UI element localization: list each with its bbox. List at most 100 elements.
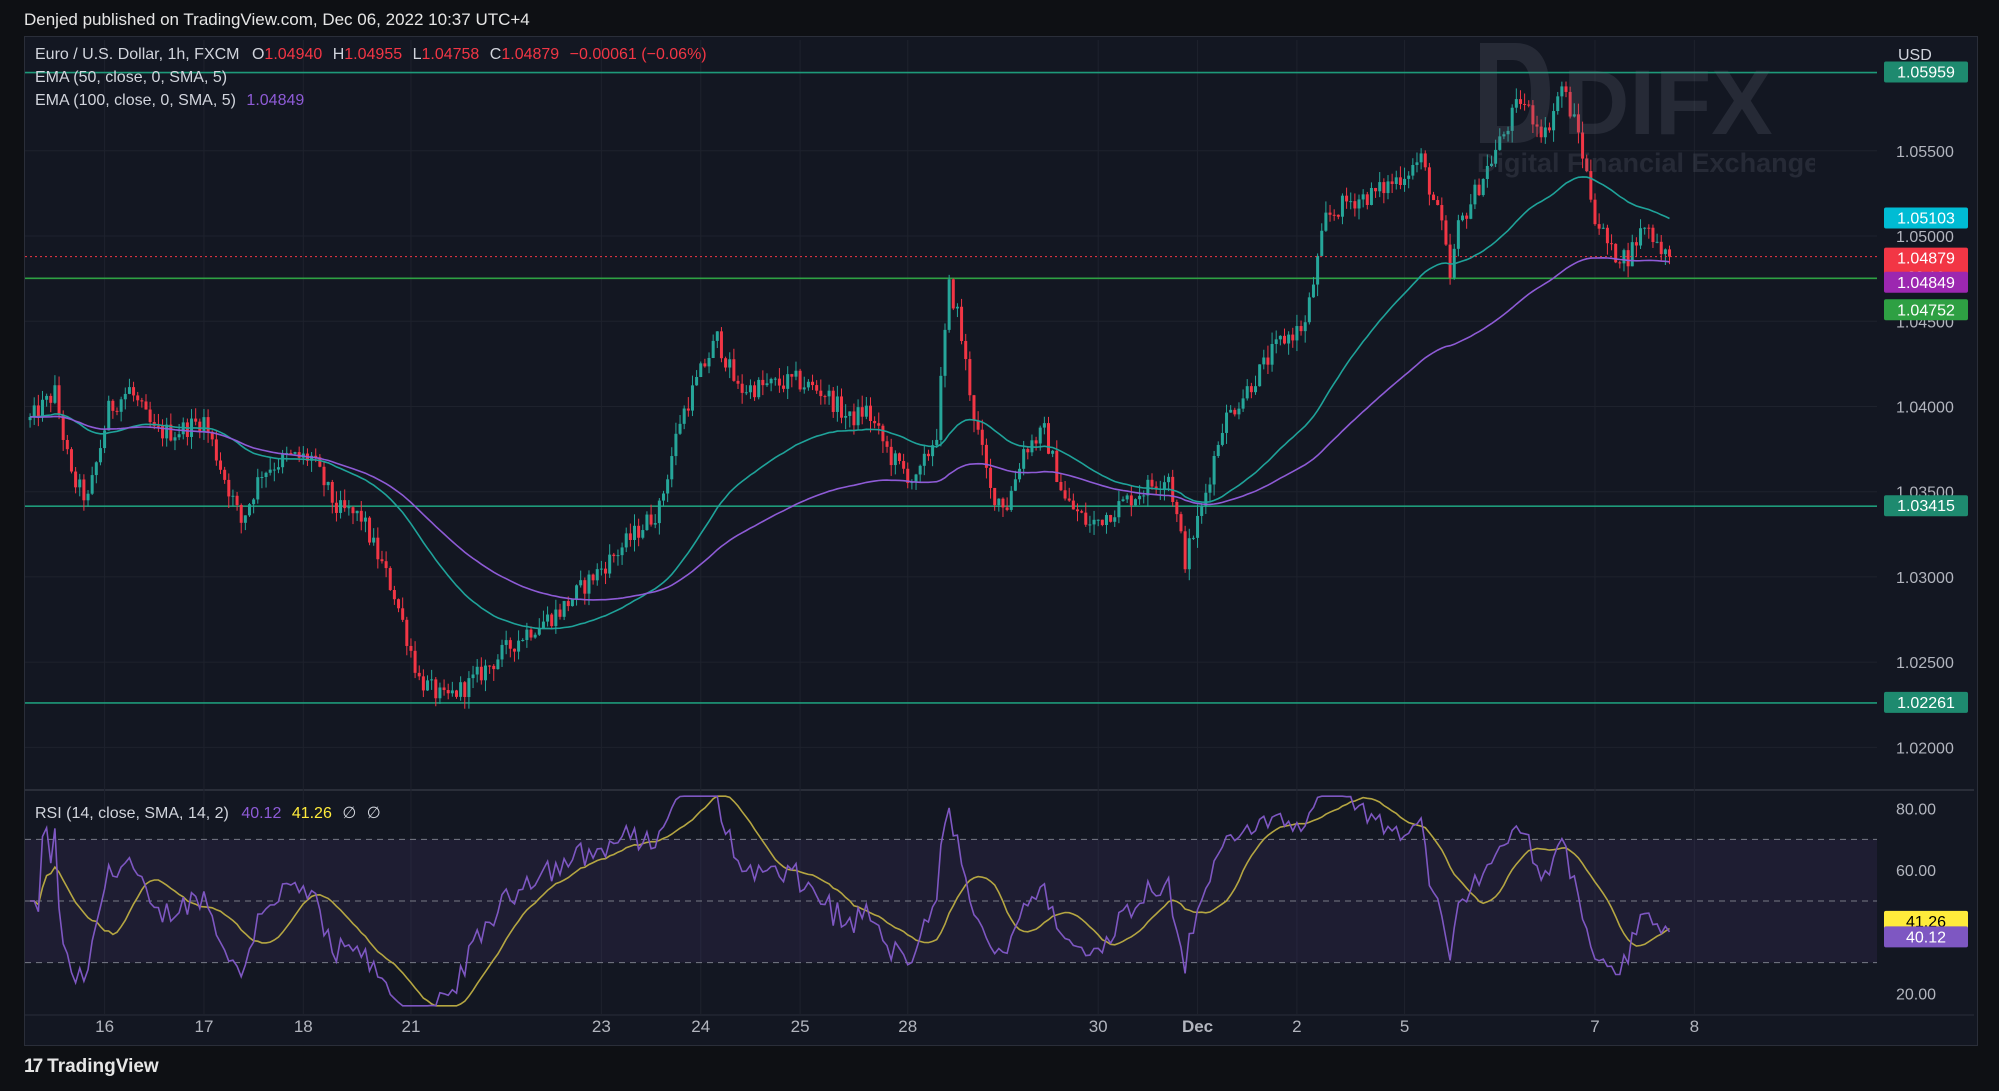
candle-body[interactable] [289, 452, 293, 454]
candle-body[interactable] [641, 530, 645, 538]
rsi-line[interactable] [30, 795, 1671, 1007]
candle-body[interactable] [889, 446, 893, 466]
candle-body[interactable] [1547, 127, 1551, 131]
candle-body[interactable] [49, 395, 53, 403]
candle-body[interactable] [1419, 153, 1423, 163]
candle-body[interactable] [1063, 490, 1067, 499]
candle-body[interactable] [1456, 220, 1460, 249]
candle-body[interactable] [943, 329, 947, 376]
candle-body[interactable] [210, 431, 214, 440]
candle-body[interactable] [475, 666, 479, 675]
candle-body[interactable] [1523, 103, 1527, 105]
candle-body[interactable] [202, 417, 206, 432]
candle-body[interactable] [1113, 517, 1117, 522]
candle-body[interactable] [454, 690, 458, 697]
candle-body[interactable] [773, 378, 777, 380]
candle-body[interactable] [247, 504, 251, 516]
candle-body[interactable] [897, 453, 901, 462]
candle-body[interactable] [769, 378, 773, 384]
candle-body[interactable] [1643, 227, 1647, 229]
candle-body[interactable] [1477, 184, 1481, 196]
candle-body[interactable] [670, 456, 674, 480]
candle-body[interactable] [541, 621, 545, 629]
candle-body[interactable] [1183, 531, 1187, 570]
candle-body[interactable] [840, 396, 844, 418]
candle-body[interactable] [678, 423, 682, 434]
candle-body[interactable] [732, 359, 736, 381]
candle-body[interactable] [405, 619, 409, 646]
candle-body[interactable] [931, 445, 935, 457]
candle-body[interactable] [243, 515, 247, 523]
candle-body[interactable] [260, 477, 264, 479]
level-badge[interactable] [1884, 691, 1968, 713]
candle-body[interactable] [123, 393, 127, 400]
candle-body[interactable] [690, 385, 694, 411]
candle-body[interactable] [1142, 495, 1146, 497]
candle-body[interactable] [276, 467, 280, 470]
candle-body[interactable] [61, 414, 65, 440]
candle-body[interactable] [926, 453, 930, 457]
candle-body[interactable] [1196, 515, 1200, 538]
support-badge[interactable] [1884, 299, 1968, 321]
candle-body[interactable] [1013, 479, 1017, 491]
candle-body[interactable] [1494, 149, 1498, 164]
candle-body[interactable] [1448, 244, 1452, 278]
candle-body[interactable] [1121, 499, 1125, 502]
candle-body[interactable] [1191, 537, 1195, 539]
candle-body[interactable] [1432, 194, 1436, 201]
candle-body[interactable] [868, 405, 872, 422]
candle-body[interactable] [521, 640, 525, 642]
candle-body[interactable] [637, 525, 641, 538]
candle-body[interactable] [529, 629, 533, 638]
candle-body[interactable] [446, 690, 450, 694]
candle-body[interactable] [181, 422, 185, 435]
legend-ema100-row[interactable]: EMA (100, close, 0, SMA, 5) 1.04849 [35, 92, 304, 110]
candle-body[interactable] [1080, 511, 1084, 513]
candle-body[interactable] [438, 687, 442, 699]
candle-body[interactable] [1394, 177, 1398, 184]
candle-body[interactable] [1668, 249, 1672, 257]
candle-body[interactable] [1518, 99, 1522, 104]
candle-body[interactable] [827, 390, 831, 397]
candle-body[interactable] [811, 381, 815, 386]
candle-body[interactable] [1187, 538, 1191, 570]
candle-body[interactable] [1117, 501, 1121, 518]
candle-body[interactable] [1088, 524, 1092, 526]
candle-body[interactable] [550, 614, 554, 627]
candle-body[interactable] [1398, 177, 1402, 186]
candle-body[interactable] [223, 469, 227, 480]
candle-body[interactable] [960, 306, 964, 342]
candle-body[interactable] [504, 640, 508, 645]
candle-body[interactable] [1179, 514, 1183, 532]
candle-body[interactable] [1498, 136, 1502, 150]
candle-body[interactable] [980, 429, 984, 445]
candle-body[interactable] [1473, 184, 1477, 205]
candle-body[interactable] [1556, 96, 1560, 112]
candle-body[interactable] [1469, 204, 1473, 219]
candle-body[interactable] [1552, 111, 1556, 131]
candle-body[interactable] [777, 378, 781, 386]
candle-body[interactable] [1038, 427, 1042, 444]
candle-body[interactable] [1365, 194, 1369, 205]
candle-body[interactable] [604, 568, 608, 574]
candle-body[interactable] [206, 417, 210, 432]
candle-body[interactable] [1216, 444, 1220, 456]
candle-body[interactable] [595, 569, 599, 581]
candle-body[interactable] [757, 379, 761, 398]
candle-body[interactable] [293, 452, 297, 454]
candle-body[interactable] [1647, 227, 1651, 229]
candle-body[interactable] [699, 363, 703, 377]
candle-body[interactable] [1610, 243, 1614, 245]
candle-body[interactable] [1266, 357, 1270, 365]
candle-body[interactable] [649, 514, 653, 525]
candle-body[interactable] [947, 279, 951, 330]
candle-body[interactable] [657, 500, 661, 524]
candle-body[interactable] [728, 359, 732, 368]
candle-body[interactable] [32, 405, 36, 417]
candle-body[interactable] [1133, 499, 1137, 506]
candle-body[interactable] [1543, 127, 1547, 138]
candle-body[interactable] [1361, 194, 1365, 200]
candle-body[interactable] [1440, 205, 1444, 221]
candle-body[interactable] [330, 481, 334, 503]
candle-body[interactable] [508, 640, 512, 649]
